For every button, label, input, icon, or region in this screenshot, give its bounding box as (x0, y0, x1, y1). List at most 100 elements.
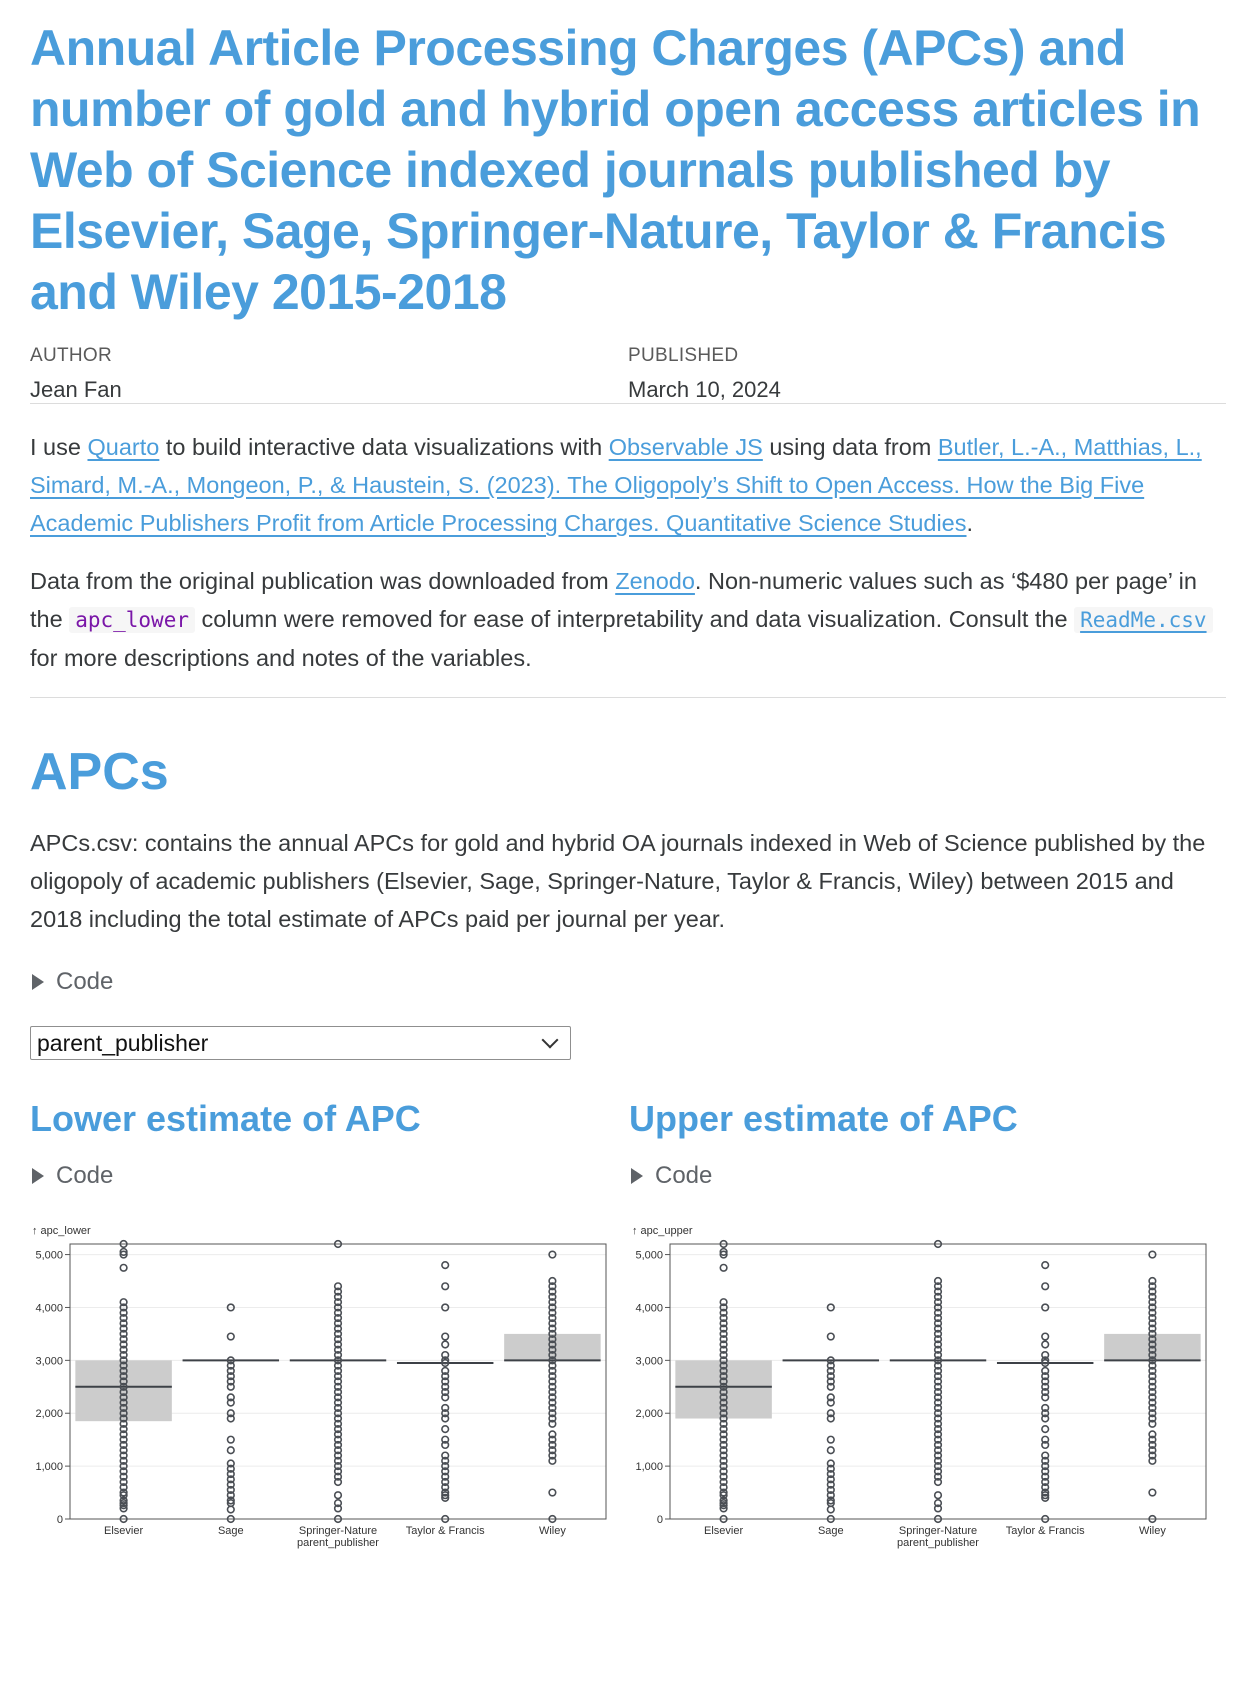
data-point (333, 1446, 343, 1455)
data-point (933, 1491, 943, 1500)
y-axis-label: ↑ apc_lower (32, 1225, 91, 1237)
data-point (826, 1303, 835, 1312)
data-point (333, 1499, 343, 1508)
upper-panel-header: Upper estimate of APC Code (629, 1098, 1226, 1190)
data-point (933, 1239, 943, 1249)
published-date: March 10, 2024 (628, 377, 781, 402)
readme-link[interactable]: ReadMe.csv (1074, 606, 1213, 633)
data-point (719, 1356, 728, 1365)
data-point (119, 1239, 128, 1249)
data-point (548, 1366, 557, 1376)
data-point (1148, 1440, 1157, 1450)
y-axis-label: ↑ apc_upper (632, 1225, 693, 1237)
data-point (1041, 1372, 1050, 1381)
data-point (226, 1409, 235, 1418)
observable-link[interactable]: Observable JS (608, 434, 763, 460)
data-point (719, 1350, 728, 1360)
data-point (119, 1303, 128, 1312)
data-point (1041, 1303, 1050, 1312)
data-point (119, 1247, 128, 1257)
data-point (548, 1250, 557, 1259)
code-toggle-label: Code (56, 1162, 114, 1189)
data-point (1148, 1451, 1157, 1460)
data-point (1148, 1393, 1157, 1402)
data-point (333, 1409, 343, 1418)
data-point (826, 1514, 835, 1524)
data-point (1041, 1488, 1050, 1497)
data-point (719, 1377, 728, 1386)
data-point (441, 1387, 450, 1397)
data-point (333, 1430, 343, 1439)
data-point (441, 1303, 450, 1312)
group-by-select[interactable]: parent_publisher (30, 1026, 571, 1060)
data-point (1148, 1340, 1157, 1349)
divider (30, 697, 1226, 698)
data-point (826, 1409, 835, 1418)
data-point (933, 1282, 943, 1291)
data-point (826, 1475, 835, 1484)
data-point (226, 1356, 235, 1365)
data-point (719, 1398, 728, 1407)
quarto-link[interactable]: Quarto (87, 434, 160, 460)
y-tick-label: 4,000 (635, 1302, 663, 1314)
data-point (1041, 1403, 1050, 1413)
apc-lower-code: apc_lower (69, 607, 195, 633)
data-point (119, 1356, 128, 1365)
data-point (441, 1261, 450, 1270)
data-point (119, 1335, 128, 1344)
data-point (333, 1435, 343, 1444)
data-point (548, 1393, 557, 1402)
data-point (548, 1335, 557, 1344)
data-point (1041, 1366, 1050, 1376)
data-point (119, 1435, 128, 1444)
zenodo-link[interactable]: Zenodo (615, 568, 695, 594)
data-point (226, 1469, 235, 1479)
data-point (826, 1469, 835, 1479)
y-tick-label: 3,000 (635, 1355, 663, 1367)
data-point (719, 1403, 728, 1413)
data-point (1041, 1472, 1050, 1481)
data-point (119, 1456, 128, 1465)
data-point (1041, 1382, 1050, 1391)
data-point (226, 1496, 235, 1505)
data-point (826, 1398, 835, 1407)
code-toggle[interactable]: Code (629, 1162, 1226, 1190)
data-point (226, 1361, 235, 1370)
data-point (119, 1340, 128, 1349)
text-span: column were removed for ease of interpre… (195, 606, 1075, 632)
data-point (548, 1409, 557, 1418)
x-tick-label: Elsevier (104, 1525, 143, 1537)
select-value: parent_publisher (37, 1029, 209, 1056)
data-point (333, 1477, 343, 1487)
data-point (119, 1372, 128, 1381)
data-point (441, 1451, 450, 1460)
data-point (548, 1456, 557, 1465)
data-point (548, 1350, 557, 1360)
data-point (719, 1387, 728, 1397)
data-point (333, 1377, 343, 1386)
data-point (933, 1276, 943, 1286)
data-point (1148, 1250, 1157, 1259)
lower-apc-boxplot: ↑ apc_lower 0 1,000 2,000 3,000 4,000 5,000 Els… (32, 1225, 607, 1549)
text-span: I use (30, 434, 88, 460)
code-toggle[interactable]: Code (30, 968, 1226, 996)
data-point (719, 1250, 728, 1259)
data-point (933, 1361, 943, 1370)
data-point (1148, 1387, 1157, 1397)
text-span: using data from (762, 434, 938, 460)
code-toggle[interactable]: Code (30, 1162, 629, 1190)
data-point (226, 1491, 235, 1500)
readme-code: ReadMe.csv (1074, 607, 1213, 633)
data-point (1148, 1446, 1157, 1455)
data-point (441, 1358, 450, 1368)
data-point (548, 1319, 557, 1328)
data-point (1148, 1514, 1157, 1524)
data-point (933, 1446, 943, 1455)
data-point (719, 1419, 728, 1428)
citation-link[interactable]: Butler, L.-A., Matthias, L., Simard, M.-… (30, 434, 1202, 536)
data-point (933, 1303, 943, 1312)
data-point (333, 1514, 343, 1524)
data-point (719, 1440, 728, 1450)
data-point (1041, 1440, 1050, 1450)
data-point (333, 1387, 343, 1397)
